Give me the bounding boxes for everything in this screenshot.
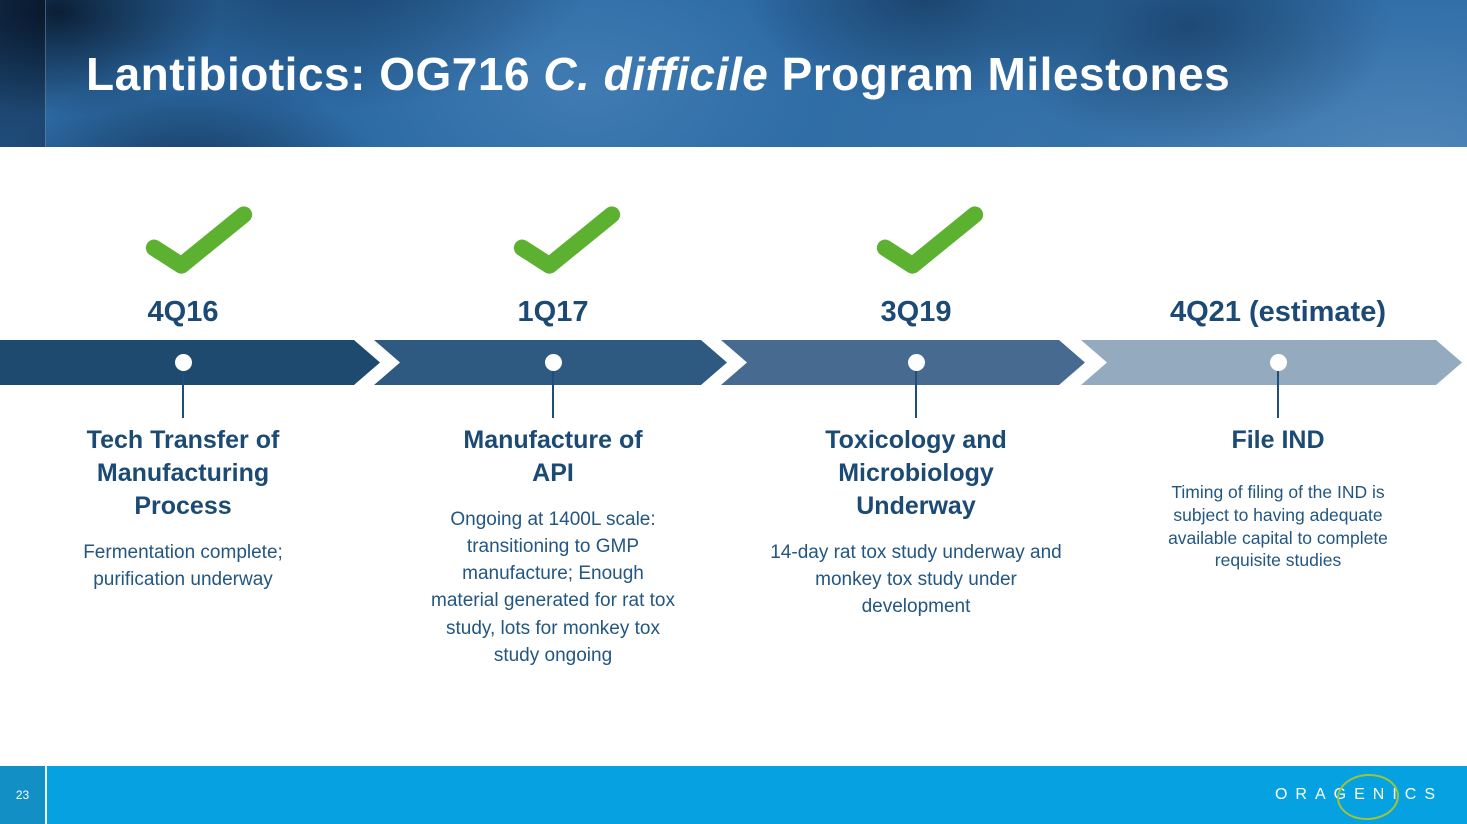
milestone-description: 14-day rat tox study underway and monkey… <box>770 542 1062 618</box>
milestone-column: Manufacture of API Ongoing at 1400L scal… <box>413 424 693 669</box>
milestone-date: 4Q16 <box>147 296 219 328</box>
milestone-title: Manufacture of API <box>463 426 643 487</box>
milestone-title: File IND <box>1231 426 1325 454</box>
checkmark-icon <box>870 203 990 281</box>
timeline-segment-3 <box>721 340 1085 385</box>
milestone-title: Tech Transfer of Manufacturing Process <box>86 426 280 520</box>
page-number-box: 23 <box>0 766 47 824</box>
milestone-date: 4Q21 (estimate) <box>1170 296 1386 328</box>
page-number: 23 <box>15 788 30 802</box>
milestone-date: 3Q19 <box>880 296 952 328</box>
slide-title-prefix: Lantibiotics: OG716 <box>86 47 544 100</box>
milestone-column: Toxicology and Microbiology Underway 14-… <box>756 424 1076 620</box>
milestone-date: 1Q17 <box>517 296 589 328</box>
milestone-description: Timing of filing of the IND is subject t… <box>1168 482 1388 571</box>
slide-footer: 23 ORAGENICS <box>0 766 1467 824</box>
milestone-column: File IND Timing of filing of the IND is … <box>1128 424 1428 572</box>
oragenics-logo: ORAGENICS <box>1275 766 1443 824</box>
milestone-connector-line <box>1277 371 1279 418</box>
milestone-description: Ongoing at 1400L scale: transitioning to… <box>431 509 675 666</box>
header-accent-strip <box>0 0 46 147</box>
milestone-title: Toxicology and Microbiology Underway <box>825 426 1007 520</box>
oragenics-logo-text: ORAGENICS <box>1274 786 1443 803</box>
slide-header: Lantibiotics: OG716 C. difficile Program… <box>0 0 1467 147</box>
checkmark-icon <box>507 203 627 281</box>
checkmark-icon <box>139 203 259 281</box>
milestone-connector-line <box>552 371 554 418</box>
slide-title: Lantibiotics: OG716 C. difficile Program… <box>0 47 1270 101</box>
milestone-dot <box>908 354 925 371</box>
milestone-dot <box>175 354 192 371</box>
milestone-dot <box>1270 354 1287 371</box>
milestone-connector-line <box>915 371 917 418</box>
milestone-column: Tech Transfer of Manufacturing Process F… <box>53 424 313 593</box>
milestone-description: Fermentation complete; purification unde… <box>83 542 283 591</box>
timeline-bar <box>0 340 1467 385</box>
milestone-connector-line <box>182 371 184 418</box>
slide-title-suffix: Program Milestones <box>768 47 1231 100</box>
slide-title-italic: C. difficile <box>543 47 769 100</box>
milestone-dot <box>545 354 562 371</box>
